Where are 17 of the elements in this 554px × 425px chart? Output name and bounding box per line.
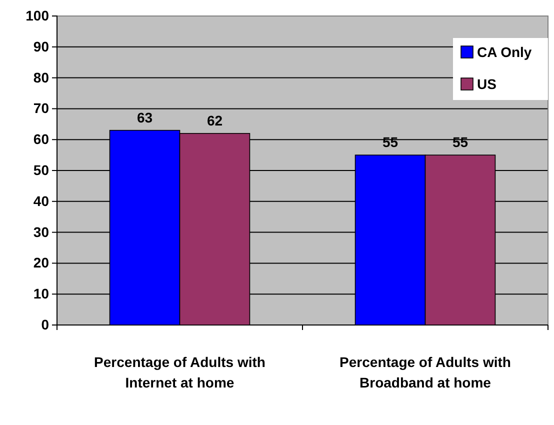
x-tick-label: Percentage of Adults with Internet at home (94, 354, 266, 390)
y-tick-label: 80 (33, 69, 50, 86)
y-tick-label: 100 (26, 7, 50, 24)
legend-label: US (477, 76, 496, 92)
y-tick-label: 40 (33, 192, 50, 209)
legend-label: CA Only (477, 44, 532, 60)
y-tick-label: 30 (33, 224, 50, 240)
y-tick-label: 0 (41, 316, 50, 332)
data-label: 63 (136, 109, 153, 126)
y-tick-label: 70 (33, 100, 50, 116)
y-tick-label: 10 (33, 286, 50, 302)
y-tick-label: 50 (33, 162, 50, 178)
y-tick-label: 90 (33, 38, 50, 54)
y-tick-label: 60 (33, 131, 50, 148)
data-label: 62 (206, 112, 223, 128)
y-tick-label: 20 (33, 254, 50, 271)
x-tick-label: Percentage of Adults with Broadband at home (340, 354, 511, 390)
